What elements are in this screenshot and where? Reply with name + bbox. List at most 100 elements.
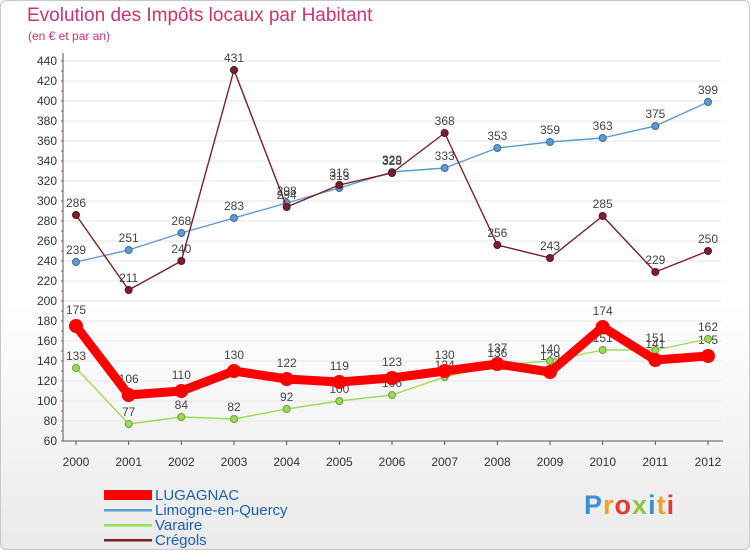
data-point xyxy=(388,391,396,399)
series-line xyxy=(75,101,709,263)
y-tick-label: 120 xyxy=(37,374,57,388)
y-tick-label: 260 xyxy=(37,234,57,248)
legend-label: Varaire xyxy=(155,517,202,534)
data-point xyxy=(72,258,80,266)
legend-label: Limogne-en-Quercy xyxy=(155,502,288,519)
y-tick-label: 60 xyxy=(44,434,58,448)
x-tick-label: 2006 xyxy=(379,455,406,469)
x-tick-label: 2011 xyxy=(642,455,668,469)
legend-label: LUGAGNAC xyxy=(155,487,239,504)
data-point xyxy=(230,214,238,222)
data-label: 250 xyxy=(698,232,718,246)
data-label: 130 xyxy=(224,348,244,362)
data-point xyxy=(282,405,291,413)
data-label: 122 xyxy=(277,356,297,370)
logo-letter: i xyxy=(666,490,676,520)
data-label: 141 xyxy=(645,337,665,351)
data-point xyxy=(704,335,712,343)
data-label: 162 xyxy=(698,320,718,334)
y-tick-label: 160 xyxy=(37,334,57,348)
x-tick-label: 2012 xyxy=(695,455,722,469)
data-label: 175 xyxy=(66,303,86,317)
data-point xyxy=(174,384,189,398)
data-point xyxy=(546,357,554,365)
data-label: 251 xyxy=(119,231,139,245)
data-point xyxy=(440,129,449,137)
data-point xyxy=(493,144,502,152)
legend-swatch xyxy=(104,490,152,500)
data-label: 431 xyxy=(224,51,244,65)
data-point xyxy=(335,397,344,405)
data-point xyxy=(651,268,660,276)
data-label: 256 xyxy=(487,226,507,240)
data-point xyxy=(177,413,186,421)
data-label: 240 xyxy=(171,242,191,256)
y-tick-label: 420 xyxy=(37,74,57,88)
legend-label: Crégols xyxy=(155,532,207,549)
data-label: 243 xyxy=(540,239,560,253)
data-label: 329 xyxy=(382,153,402,167)
series-limogne-en-quercy xyxy=(72,98,712,266)
legend-swatch xyxy=(104,539,152,542)
data-label: 316 xyxy=(329,166,349,180)
data-point xyxy=(124,286,133,294)
y-tick-label: 240 xyxy=(37,254,57,268)
data-point xyxy=(490,357,505,371)
y-tick-label: 440 xyxy=(37,54,57,68)
y-tick-label: 340 xyxy=(37,154,57,168)
data-point xyxy=(72,211,80,219)
data-point xyxy=(595,320,610,334)
series-cr-gols xyxy=(72,66,712,294)
y-tick-label: 380 xyxy=(37,114,57,128)
data-label: 110 xyxy=(172,368,191,382)
y-tick-label: 180 xyxy=(37,314,57,328)
data-point xyxy=(704,98,712,106)
logo-letter: r xyxy=(603,490,615,520)
x-tick-label: 2005 xyxy=(326,455,353,469)
y-tick-label: 80 xyxy=(44,414,58,428)
logo-letter: t xyxy=(656,490,667,520)
data-label: 211 xyxy=(119,271,138,285)
logo-letter: x xyxy=(632,490,649,520)
grid-lines xyxy=(63,60,721,422)
y-tick-label: 220 xyxy=(37,274,57,288)
chart-subtitle: (en € et par an) xyxy=(28,29,111,43)
data-label: 119 xyxy=(330,359,349,373)
data-point xyxy=(332,375,347,389)
series-line xyxy=(75,69,709,291)
data-label: 313 xyxy=(329,169,349,183)
y-tick-label: 140 xyxy=(37,354,57,368)
data-label: 333 xyxy=(435,149,455,163)
data-label: 82 xyxy=(227,400,241,414)
data-point xyxy=(701,349,715,363)
axes xyxy=(61,53,723,442)
data-point xyxy=(651,122,660,130)
data-point xyxy=(598,346,607,354)
x-tick-label: 2002 xyxy=(168,455,195,469)
x-tick-label: 2010 xyxy=(589,455,616,469)
data-label: 268 xyxy=(171,214,191,228)
x-tick-label: 2001 xyxy=(115,455,142,469)
x-tick-label: 2009 xyxy=(537,455,564,469)
data-point xyxy=(440,164,449,172)
y-tick-label: 320 xyxy=(37,174,57,188)
data-point xyxy=(385,371,399,385)
x-tick-label: 2003 xyxy=(221,455,248,469)
legend-swatch xyxy=(104,509,152,512)
data-label: 239 xyxy=(66,243,86,257)
data-point xyxy=(227,364,241,378)
y-tick-label: 200 xyxy=(37,294,57,308)
data-label: 77 xyxy=(122,405,136,419)
logo-letter: o xyxy=(614,490,633,520)
legend-swatch xyxy=(104,524,152,527)
data-label: 123 xyxy=(382,355,402,369)
data-point xyxy=(546,254,554,262)
chart-title: Evolution des Impôts locaux par Habitant xyxy=(27,5,373,26)
data-point xyxy=(124,246,133,254)
data-point xyxy=(335,181,344,189)
logo-letter: i xyxy=(648,490,657,520)
x-tick-label: 2007 xyxy=(431,455,458,469)
x-axis-ticks: 2000 2001 2002 2003 2004 2005 2006 2007 2008 2009… xyxy=(63,441,722,469)
